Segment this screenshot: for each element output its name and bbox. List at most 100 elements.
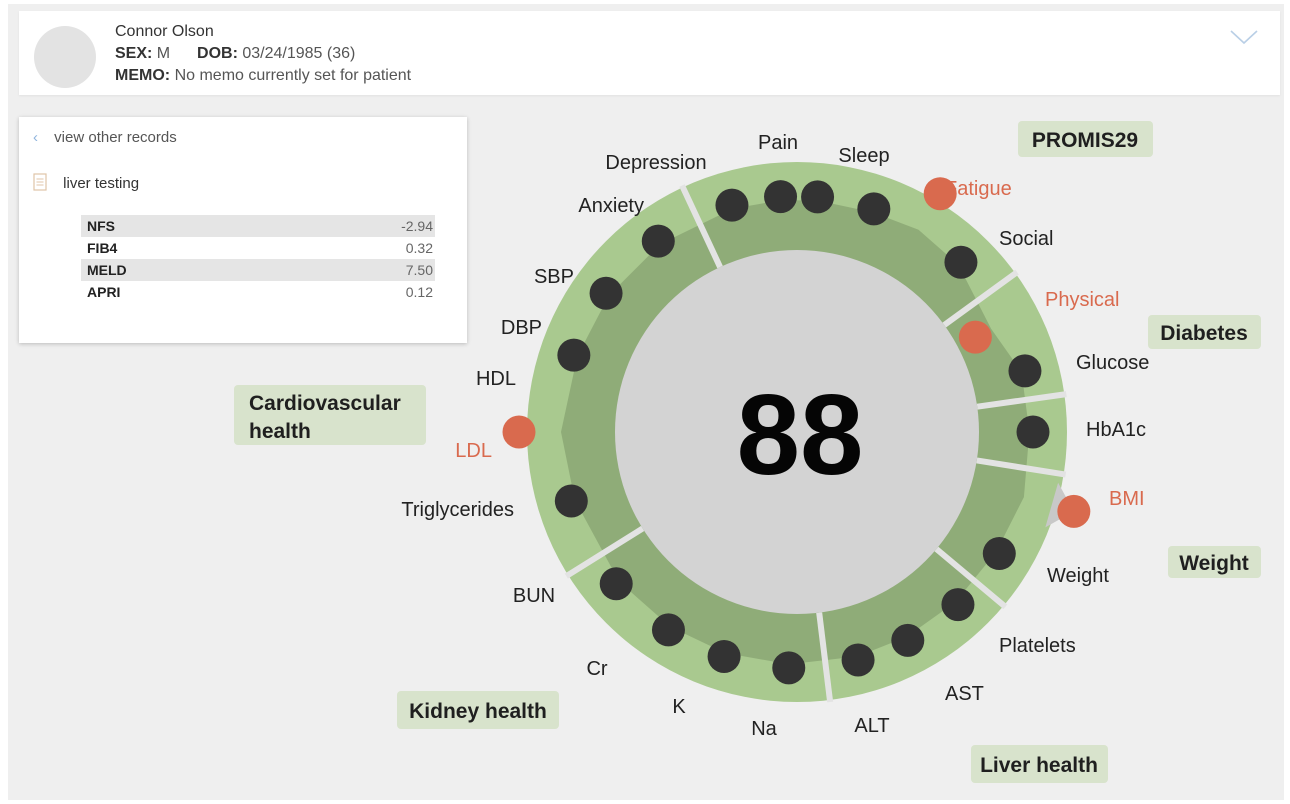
group-separator	[934, 546, 1008, 610]
metric-dot-sbp[interactable]	[641, 224, 675, 258]
metric-dot-hba1c[interactable]	[1016, 415, 1050, 449]
record-label: liver testing	[63, 175, 140, 192]
tag-label-line2: health	[249, 420, 311, 443]
metric-label-hba1c: HbA1c	[1086, 419, 1146, 441]
group-separator	[976, 457, 1067, 478]
avatar	[34, 26, 96, 88]
record-item[interactable]: liver testing	[33, 173, 139, 192]
score-value: 0.32	[405, 240, 433, 256]
patient-memo: MEMO: No memo currently set for patient	[115, 67, 411, 85]
tag-bg	[397, 691, 559, 729]
metric-label-social: Social	[999, 228, 1053, 250]
metric-labels: Pain Sleep Fatigue Social Physical Glucose HbA…	[401, 132, 1149, 740]
tag-bg	[234, 385, 426, 445]
metric-label-ldl: LDL	[455, 440, 492, 462]
metric-label-sbp: SBP	[534, 266, 574, 288]
group-separators	[564, 184, 1067, 703]
metric-label-cr: Cr	[586, 658, 607, 680]
dob-value: 03/24/1985 (36)	[242, 45, 356, 62]
metric-label-glucose: Glucose	[1076, 352, 1149, 374]
metric-dot-cr[interactable]	[651, 613, 685, 647]
metric-dot-bmi[interactable]	[1057, 494, 1091, 528]
view-other-records-link[interactable]: ‹ view other records	[33, 129, 177, 146]
metric-label-bun: BUN	[513, 585, 555, 607]
tag-diabetes[interactable]: Diabetes	[1148, 315, 1261, 349]
metric-dot-alt[interactable]	[841, 643, 875, 677]
metric-label-sleep: Sleep	[838, 145, 889, 167]
tag-kidney-health[interactable]: Kidney health	[397, 691, 559, 729]
score-name: NFS	[87, 218, 115, 234]
metric-dot-na[interactable]	[772, 651, 806, 685]
score-name: MELD	[87, 262, 127, 278]
center-disc	[615, 250, 979, 614]
group-separator	[816, 612, 834, 703]
metric-dot-bun[interactable]	[599, 567, 633, 601]
metric-dot-social[interactable]	[944, 245, 978, 279]
sex-value: M	[156, 45, 171, 62]
group-separator	[942, 269, 1019, 328]
tag-bg	[1018, 121, 1153, 157]
tag-label: Diabetes	[1160, 322, 1248, 345]
metric-dot-ast[interactable]	[891, 623, 925, 657]
metric-dot-platelets[interactable]	[941, 588, 975, 622]
tag-weight[interactable]: Weight	[1168, 546, 1261, 578]
dob-label: DOB:	[197, 45, 238, 62]
view-other-records-label: view other records	[54, 129, 177, 146]
metric-dot-fatigue[interactable]	[923, 177, 957, 211]
metric-dot-hdl[interactable]	[557, 338, 591, 372]
score-row: FIB4 0.32	[81, 237, 435, 259]
overall-score: 88	[737, 372, 864, 499]
metric-dot-sleep[interactable]	[857, 192, 891, 226]
patient-demographics: SEX: M DOB: 03/24/1985 (36)	[115, 45, 355, 63]
metric-label-physical: Physical	[1045, 289, 1119, 311]
score-row: NFS -2.94	[81, 215, 435, 237]
memo-value: No memo currently set for patient	[174, 67, 412, 84]
score-value: 7.50	[405, 262, 433, 278]
metric-dots	[502, 177, 1091, 685]
metric-dot-ldl[interactable]	[502, 415, 536, 449]
metric-label-na: Na	[751, 718, 777, 740]
metric-dot-glucose[interactable]	[1008, 354, 1042, 388]
score-name: FIB4	[87, 240, 118, 256]
score-value: 0.12	[405, 284, 433, 300]
group-separator	[564, 525, 645, 579]
metric-label-dbp: DBP	[501, 317, 542, 339]
sex-label: SEX:	[115, 45, 153, 62]
metric-dot-anxiety[interactable]	[715, 188, 749, 222]
metric-label-fatigue: Fatigue	[945, 178, 1012, 200]
metric-dot-k[interactable]	[707, 639, 741, 673]
memo-label: MEMO:	[115, 67, 171, 84]
tag-liver-health[interactable]: Liver health	[971, 745, 1108, 783]
tag-cardiovascular-health[interactable]: Cardiovascular health	[234, 385, 426, 445]
metric-label-depression: Depression	[605, 152, 706, 174]
tag-promis29[interactable]: PROMIS29	[1018, 121, 1153, 157]
metric-label-ast: AST	[945, 683, 984, 705]
metric-label-pain: Pain	[758, 132, 798, 154]
tag-label: Liver health	[980, 754, 1098, 777]
patient-name: Connor Olson	[115, 23, 214, 40]
metric-dot-dbp[interactable]	[589, 276, 623, 310]
metric-dot-weight[interactable]	[982, 537, 1016, 571]
metric-label-bmi: BMI	[1109, 488, 1145, 510]
score-table: NFS -2.94 FIB4 0.32 MELD 7.50 APRI 0.12	[81, 215, 435, 303]
metric-dot-physical[interactable]	[958, 320, 992, 354]
metric-label-hdl: HDL	[476, 368, 516, 390]
tag-bg	[1168, 546, 1261, 578]
tag-bg	[1148, 315, 1261, 349]
document-icon	[33, 173, 47, 191]
score-name: APRI	[87, 284, 121, 300]
metric-dot-depression[interactable]	[764, 180, 798, 214]
metric-label-platelets: Platelets	[999, 635, 1076, 657]
records-panel: ‹ view other records liver testing NFS -…	[19, 117, 467, 343]
metric-dot-pain[interactable]	[801, 180, 835, 214]
tag-label: Kidney health	[409, 700, 547, 723]
chevron-left-icon: ‹	[33, 129, 38, 146]
metric-dot-triglycerides[interactable]	[554, 484, 588, 518]
chevron-down-icon[interactable]	[1230, 29, 1258, 45]
group-separator	[679, 184, 723, 269]
metric-label-triglycerides: Triglycerides	[401, 499, 514, 521]
score-value: -2.94	[401, 218, 433, 234]
tag-label: PROMIS29	[1032, 129, 1138, 152]
group-separator	[976, 391, 1067, 410]
